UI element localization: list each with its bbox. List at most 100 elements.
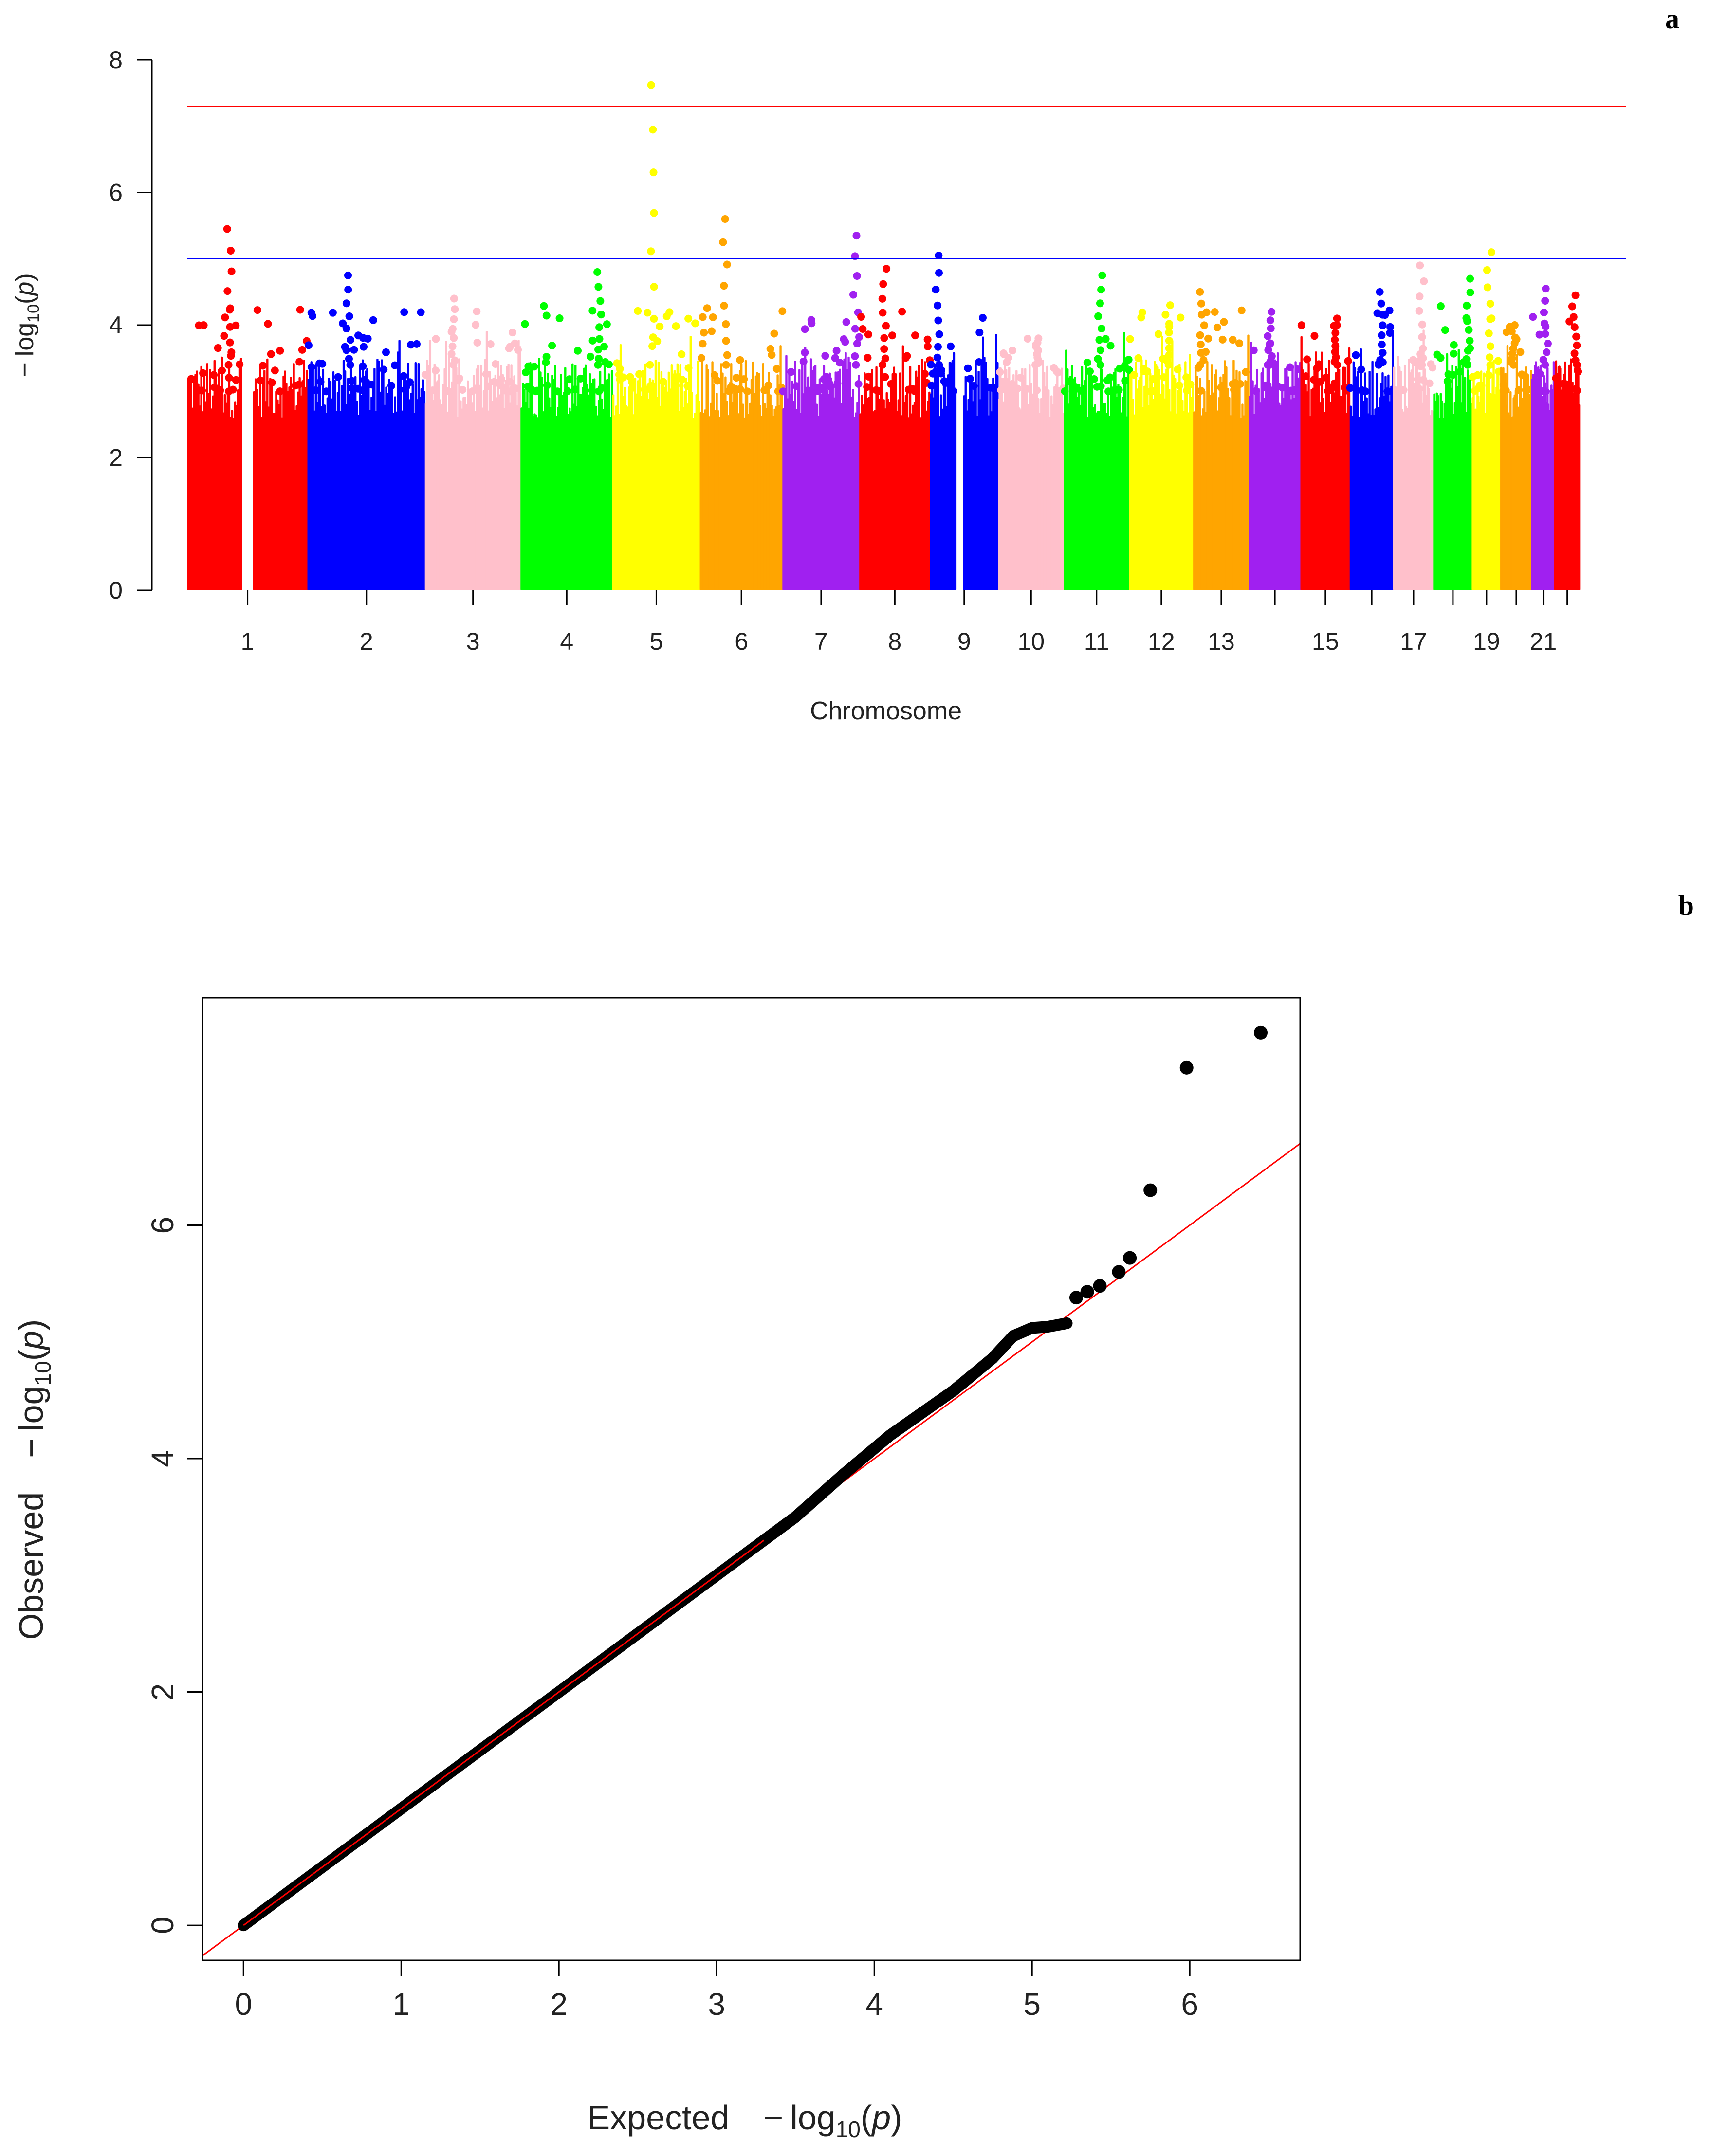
manhattan-y-ticks: 0 2 4 6 8 <box>109 46 152 604</box>
snp-point <box>1485 329 1493 338</box>
snp-point <box>1262 383 1270 391</box>
snp-point <box>1331 342 1340 350</box>
snp-point <box>1358 386 1366 395</box>
snp-point <box>650 209 658 217</box>
snp-point <box>276 387 284 396</box>
snp-point <box>1016 373 1025 382</box>
snp-point <box>1411 358 1419 366</box>
snp-point <box>220 332 228 340</box>
snp-point <box>1250 346 1258 354</box>
snp-point <box>864 330 872 339</box>
snp-point <box>1286 363 1294 371</box>
snp-point <box>1061 387 1069 396</box>
snp-point <box>935 269 943 277</box>
snp-point <box>1095 336 1103 344</box>
snp-point <box>1159 373 1168 382</box>
snp-point <box>770 329 778 338</box>
snp-point <box>934 343 942 351</box>
snp-point <box>649 126 657 134</box>
snp-point <box>720 302 728 310</box>
snp-point <box>307 363 315 371</box>
snp-point <box>1463 301 1471 310</box>
snp-point <box>722 337 730 345</box>
snp-point <box>821 352 829 360</box>
snp-point <box>308 312 316 320</box>
snp-point <box>1450 349 1458 358</box>
snp-point <box>1094 312 1103 320</box>
snp-point <box>1033 386 1041 394</box>
snp-point <box>1200 321 1208 329</box>
snp-point <box>933 353 941 362</box>
snp-point <box>407 341 415 349</box>
snp-point <box>1487 248 1495 256</box>
snp-point <box>1264 332 1272 340</box>
snp-point <box>342 299 350 308</box>
snp-point <box>1124 356 1133 364</box>
snp-point <box>1486 353 1494 362</box>
snp-point <box>514 346 522 354</box>
snp-point <box>1137 313 1145 322</box>
manhattan-x-tick-label: 12 <box>1148 628 1175 655</box>
snp-point <box>198 386 206 395</box>
snp-point <box>1252 387 1260 395</box>
snp-point <box>605 360 613 368</box>
snp-point <box>486 340 495 348</box>
snp-point <box>1544 339 1552 347</box>
snp-point <box>723 260 731 269</box>
chromosome-22-points <box>1552 291 1582 590</box>
snp-point <box>648 342 657 350</box>
snp-point <box>496 382 505 390</box>
snp-point <box>1450 341 1458 349</box>
snp-point <box>935 251 943 259</box>
snp-point <box>1278 384 1287 392</box>
snp-point <box>450 294 458 303</box>
snp-point <box>1165 329 1173 337</box>
snp-point <box>932 286 940 294</box>
snp-point <box>934 316 942 325</box>
snp-point <box>852 361 860 369</box>
snp-point <box>628 384 636 392</box>
snp-point <box>1165 351 1173 359</box>
snp-point <box>524 362 533 370</box>
snp-point <box>1182 373 1191 382</box>
snp-point <box>1196 340 1205 348</box>
snp-point <box>1218 335 1227 344</box>
snp-point <box>1266 316 1274 325</box>
snp-point <box>799 357 808 365</box>
manhattan-x-tick-label: 3 <box>466 628 480 655</box>
snp-point <box>296 306 304 314</box>
snp-point <box>1377 299 1385 308</box>
snp-point <box>650 283 658 291</box>
snp-point <box>448 325 457 333</box>
snp-point <box>555 314 564 322</box>
snp-point <box>1333 314 1341 323</box>
snp-point <box>1005 384 1013 393</box>
snp-point <box>1297 321 1305 329</box>
snp-point <box>964 364 972 372</box>
snp-point <box>1475 382 1484 390</box>
snp-point <box>707 327 716 335</box>
snp-point <box>1322 373 1330 382</box>
chromosome-14-points <box>1249 308 1304 590</box>
snp-point <box>521 320 529 328</box>
snp-point <box>842 318 850 326</box>
snp-point <box>1572 385 1580 393</box>
snp-point <box>451 356 459 365</box>
chromosome-3-points <box>421 294 522 590</box>
snp-point <box>1331 335 1339 344</box>
snp-point <box>1196 288 1204 296</box>
snp-point <box>506 387 515 396</box>
chromosome-10-points <box>996 334 1067 590</box>
qq-x-tick-label: 6 <box>1181 1987 1198 2022</box>
snp-point <box>1419 376 1428 384</box>
snp-point <box>1096 346 1104 354</box>
snp-point <box>187 375 195 383</box>
snp-point <box>226 306 234 314</box>
snp-point <box>1462 314 1471 322</box>
snp-point <box>553 387 562 396</box>
snp-point <box>1196 331 1204 339</box>
snp-point <box>721 215 729 223</box>
snp-point <box>368 381 376 389</box>
snp-point <box>1486 300 1494 308</box>
